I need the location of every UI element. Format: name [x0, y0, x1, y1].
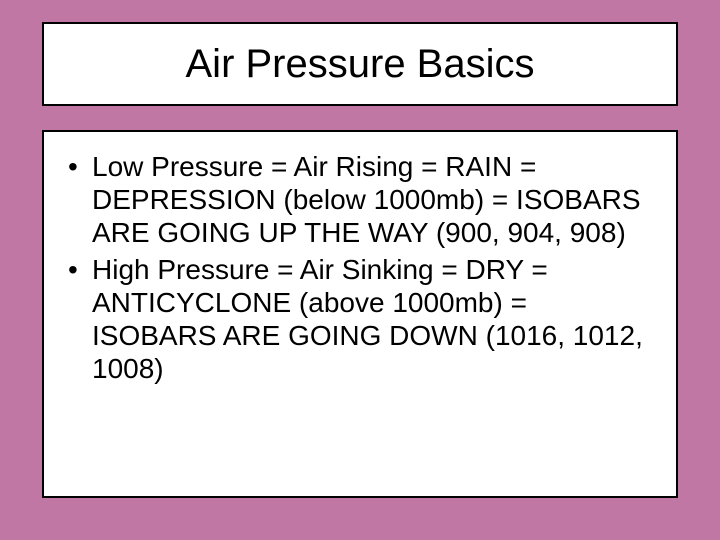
slide: Air Pressure Basics Low Pressure = Air R…	[0, 0, 720, 540]
slide-title: Air Pressure Basics	[186, 42, 535, 87]
list-item: Low Pressure = Air Rising = RAIN = DEPRE…	[64, 150, 656, 249]
title-box: Air Pressure Basics	[42, 22, 678, 106]
list-item: High Pressure = Air Sinking = DRY = ANTI…	[64, 253, 656, 385]
bullet-list: Low Pressure = Air Rising = RAIN = DEPRE…	[64, 150, 656, 385]
body-box: Low Pressure = Air Rising = RAIN = DEPRE…	[42, 130, 678, 498]
